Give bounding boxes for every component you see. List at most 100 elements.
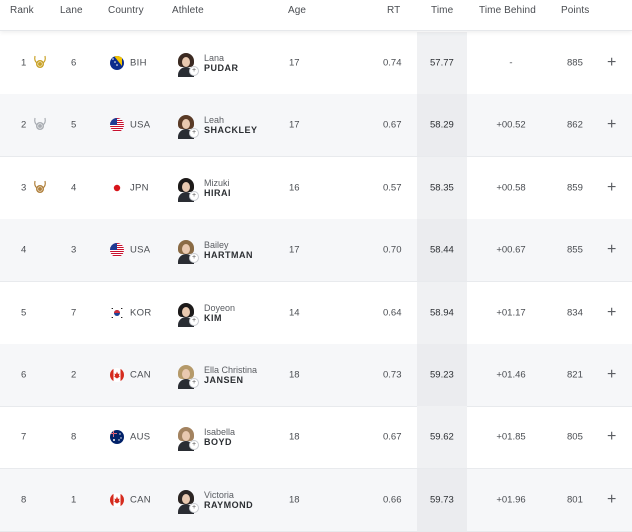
table-header: Rank Lane Country Athlete Age RT Time Ti… <box>0 0 632 31</box>
expand-row-button[interactable]: + <box>607 179 617 196</box>
athlete-last-name: RAYMOND <box>204 500 254 510</box>
silver-medal-icon <box>33 117 47 133</box>
header-age[interactable]: Age <box>288 5 307 16</box>
athlete-last-name: HARTMAN <box>204 250 253 260</box>
usa-flag-icon <box>110 118 124 132</box>
time-column-highlight <box>417 406 467 468</box>
table-row[interactable]: 6 2 CAN + Ella Christina JANSEN 18 0.73 59.23 +01… <box>0 344 632 407</box>
time-behind-value: +00.67 <box>496 244 526 256</box>
time-column-highlight <box>417 219 467 281</box>
athlete-avatar[interactable]: + <box>175 302 199 327</box>
rank-value: 5 <box>21 307 27 319</box>
table-row[interactable]: 5 7 KOR + Doyeon KIM 14 0.64 58.94 +01.17 834 + <box>0 282 632 345</box>
age-value: 17 <box>289 57 300 69</box>
reaction-time-value: 0.73 <box>383 369 402 381</box>
avatar-add-icon: + <box>189 128 199 138</box>
athlete-avatar[interactable]: + <box>175 489 199 514</box>
table-row[interactable]: 4 3 USA + Bailey HARTMAN 17 0.70 58.44 +00.67 855 + <box>0 219 632 282</box>
age-value: 16 <box>289 182 300 194</box>
expand-row-button[interactable]: + <box>607 491 617 508</box>
athlete-first-name: Bailey <box>204 240 229 250</box>
time-value: 57.77 <box>430 57 454 69</box>
reaction-time-value: 0.57 <box>383 182 402 194</box>
points-value: 859 <box>567 182 583 194</box>
time-value: 58.35 <box>430 182 454 194</box>
time-column-highlight <box>417 32 467 94</box>
country-code: CAN <box>130 369 151 381</box>
athlete-name[interactable]: Isabella BOYD <box>204 427 235 447</box>
lane-value: 6 <box>71 57 77 69</box>
athlete-name[interactable]: Victoria RAYMOND <box>204 490 253 510</box>
athlete-name[interactable]: Lana PUDAR <box>204 53 239 73</box>
athlete-name[interactable]: Ella Christina JANSEN <box>204 365 257 385</box>
athlete-avatar[interactable]: + <box>175 114 199 139</box>
athlete-avatar[interactable]: + <box>175 426 199 451</box>
time-value: 58.94 <box>430 307 454 319</box>
aus-flag-icon <box>110 430 124 444</box>
athlete-first-name: Doyeon <box>204 303 236 313</box>
athlete-name[interactable]: Bailey HARTMAN <box>204 240 253 260</box>
time-behind-value: +01.46 <box>496 369 526 381</box>
lane-value: 7 <box>71 307 77 319</box>
points-value: 801 <box>567 494 583 506</box>
expand-row-button[interactable]: + <box>607 304 617 321</box>
header-time-behind[interactable]: Time Behind <box>479 5 536 16</box>
athlete-first-name: Ella Christina <box>204 365 258 375</box>
time-column-highlight <box>417 157 467 219</box>
time-behind-value: - <box>509 57 513 69</box>
table-row[interactable]: 8 1 CAN + Victoria RAYMOND 18 0.66 59.73 +01.96 80… <box>0 469 632 532</box>
country-code: USA <box>130 119 151 131</box>
lane-value: 2 <box>71 369 77 381</box>
time-column-highlight <box>417 282 467 344</box>
expand-row-button[interactable]: + <box>607 241 617 258</box>
points-value: 862 <box>567 119 583 131</box>
header-rank[interactable]: Rank <box>10 5 34 16</box>
avatar-add-icon: + <box>189 253 199 263</box>
expand-row-button[interactable]: + <box>607 428 617 445</box>
athlete-avatar[interactable]: + <box>175 239 199 264</box>
bih-flag-icon <box>110 56 124 70</box>
avatar-add-icon: + <box>189 316 199 326</box>
time-behind-value: +00.58 <box>496 182 526 194</box>
header-points[interactable]: Points <box>561 5 590 16</box>
rank-value: 7 <box>21 431 27 443</box>
athlete-name[interactable]: Leah SHACKLEY <box>204 115 258 135</box>
can-flag-icon <box>110 368 124 382</box>
time-behind-value: +01.96 <box>496 494 526 506</box>
table-row[interactable]: 1 6 BIH + Lana PUDAR 17 0.74 57.77 - 885 + <box>0 32 632 95</box>
table-row[interactable]: 3 4 JPN + Mizuki HIRAI 16 0.57 58.35 +00.58 859 + <box>0 157 632 220</box>
rank-value: 8 <box>21 494 27 506</box>
athlete-name[interactable]: Doyeon KIM <box>204 303 235 323</box>
expand-row-button[interactable]: + <box>607 366 617 383</box>
athlete-name[interactable]: Mizuki HIRAI <box>204 178 231 198</box>
country-code: USA <box>130 244 151 256</box>
expand-row-button[interactable]: + <box>607 54 617 71</box>
athlete-last-name: JANSEN <box>204 375 244 385</box>
lane-value: 4 <box>71 182 77 194</box>
header-country[interactable]: Country <box>108 5 144 16</box>
time-column-highlight <box>417 94 467 156</box>
reaction-time-value: 0.66 <box>383 494 402 506</box>
athlete-avatar[interactable]: + <box>175 52 199 77</box>
header-athlete[interactable]: Athlete <box>172 5 204 16</box>
athlete-avatar[interactable]: + <box>175 364 199 389</box>
header-rt[interactable]: RT <box>387 5 401 16</box>
kor-flag-icon <box>110 306 124 320</box>
athlete-last-name: BOYD <box>204 437 233 447</box>
expand-row-button[interactable]: + <box>607 116 617 133</box>
avatar-add-icon: + <box>189 66 199 76</box>
time-value: 59.62 <box>430 431 454 443</box>
table-row[interactable]: 7 8 AUS + Isabella BOYD 18 0.67 59.62 +01.85 805 + <box>0 406 632 469</box>
time-value: 59.23 <box>430 369 454 381</box>
time-column-highlight <box>417 344 467 406</box>
athlete-last-name: SHACKLEY <box>204 125 258 135</box>
header-time[interactable]: Time <box>431 5 454 16</box>
athlete-last-name: HIRAI <box>204 188 231 198</box>
jpn-flag-icon <box>110 181 124 195</box>
reaction-time-value: 0.74 <box>383 57 402 69</box>
can-flag-icon <box>110 493 124 507</box>
table-row[interactable]: 2 5 USA + Leah SHACKLEY 17 0.67 58.29 +00.52 862 + <box>0 94 632 157</box>
time-value: 58.44 <box>430 244 454 256</box>
header-lane[interactable]: Lane <box>60 5 83 16</box>
athlete-avatar[interactable]: + <box>175 177 199 202</box>
